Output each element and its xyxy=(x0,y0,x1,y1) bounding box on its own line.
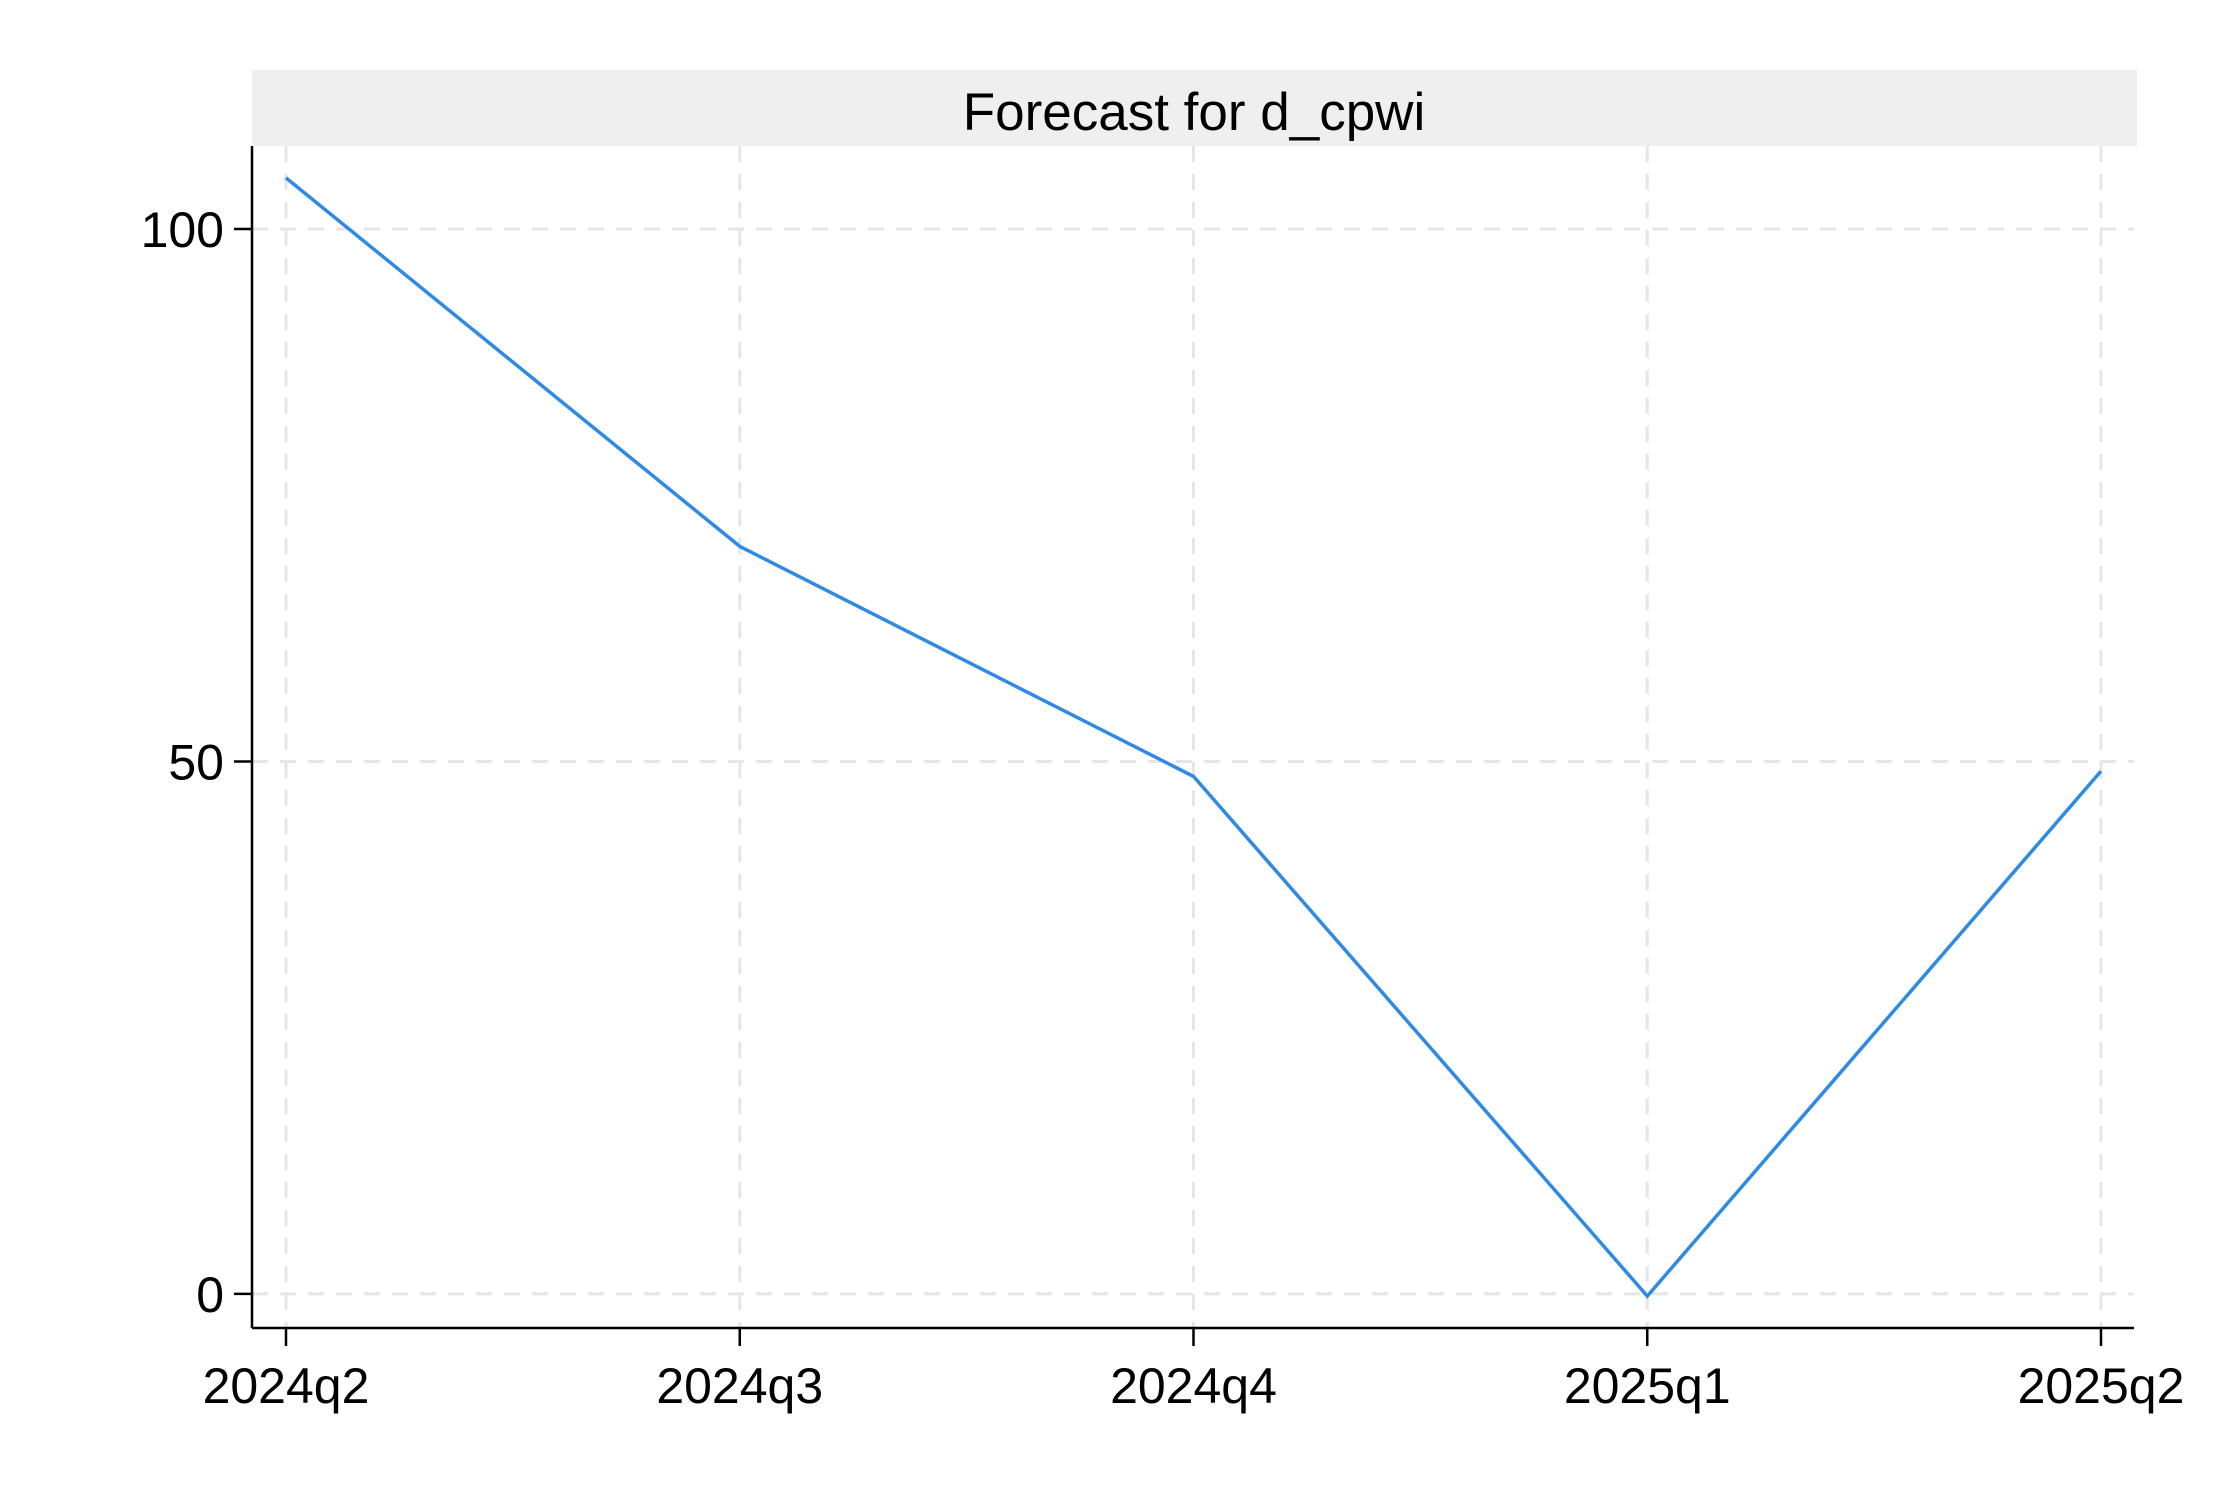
x-tick-label-2024q3: 2024q3 xyxy=(656,1358,823,1414)
x-tick-label-2025q1: 2025q1 xyxy=(1564,1358,1731,1414)
chart-title: Forecast for d_cpwi xyxy=(963,83,1425,142)
gridlines xyxy=(252,146,2134,1328)
x-tick-label-2024q2: 2024q2 xyxy=(203,1358,370,1414)
title-band xyxy=(252,70,2137,146)
x-tick-label-2024q4: 2024q4 xyxy=(1110,1358,1277,1414)
x-tick-label-2025q2: 2025q2 xyxy=(2018,1358,2185,1414)
series-line-0 xyxy=(284,176,2103,1299)
series xyxy=(284,176,2103,1299)
tick-labels: 0 50 100 2024q2 2024q3 2024q4 2025q1 2025q2 xyxy=(141,202,2185,1414)
y-tick-label-50: 50 xyxy=(168,734,224,790)
y-tick-label-100: 100 xyxy=(141,202,224,258)
tick-marks xyxy=(234,227,2103,1346)
y-tick-label-0: 0 xyxy=(196,1267,224,1323)
